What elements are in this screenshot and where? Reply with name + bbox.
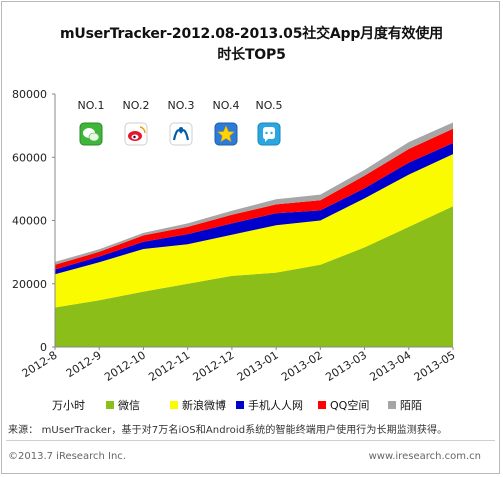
area-series-4 <box>55 122 453 265</box>
legend-swatch <box>388 401 396 409</box>
y-tick-label: 0 <box>40 341 47 354</box>
legend: 万小时 微信 新浪微博 手机人人网 QQ空间 陌陌 <box>52 396 492 412</box>
y-unit-label: 万小时 <box>52 399 85 412</box>
rank-label: NO.1 <box>78 99 105 112</box>
x-tick-label: 2012-9 <box>64 349 104 381</box>
y-tick-label: 80000 <box>12 88 47 101</box>
area-series-1 <box>55 154 453 308</box>
wechat-icon <box>79 122 103 146</box>
area-series-0 <box>55 206 453 347</box>
x-tick-label: 2013-05 <box>412 349 458 384</box>
y-tick-label: 60000 <box>12 151 47 164</box>
legend-label: 陌陌 <box>400 399 422 412</box>
x-tick-label: 2013-03 <box>323 349 369 384</box>
renren-icon <box>169 122 193 146</box>
legend-label: QQ空间 <box>330 399 370 412</box>
copyright-text: ©2013.7 iResearch Inc. <box>8 451 126 462</box>
source-note: 来源： mUserTracker，基于对7万名iOS和Android系统的智能终… <box>8 425 448 436</box>
rank-label: NO.2 <box>123 99 150 112</box>
rank-label: NO.5 <box>256 99 283 112</box>
x-tick-label: 2013-02 <box>279 349 325 384</box>
rank-annotations: NO.1 NO.2 NO.3 NO.4 NO.5 <box>78 99 283 146</box>
y-tick-label: 40000 <box>12 215 47 228</box>
y-tick-label: 20000 <box>12 278 47 291</box>
rank-label: NO.4 <box>213 99 240 112</box>
x-tick-label: 2012-12 <box>191 349 237 384</box>
area-series-2 <box>55 143 453 275</box>
chart-title-line1: mUserTracker-2012.08-2013.05社交App月度有效使用 <box>60 26 443 42</box>
legend-label: 新浪微博 <box>182 399 226 412</box>
legend-swatch <box>106 401 114 409</box>
legend-item-wechat: 微信 <box>106 397 140 413</box>
legend-label: 手机人人网 <box>248 399 303 412</box>
x-tick-label: 2012-11 <box>146 349 192 384</box>
legend-label: 微信 <box>118 399 140 412</box>
x-tick-label: 2012-10 <box>102 349 148 384</box>
area-series-3 <box>55 128 453 270</box>
momo-icon <box>257 122 281 146</box>
website-link[interactable]: www.iresearch.com.cn <box>368 451 481 462</box>
footer-divider <box>6 440 495 441</box>
legend-item-weibo: 新浪微博 <box>170 397 226 413</box>
weibo-icon <box>124 122 148 146</box>
x-tick-label: 2013-01 <box>235 349 281 384</box>
chart-title-line2: 时长TOP5 <box>217 47 286 63</box>
legend-item-renren: 手机人人网 <box>236 397 303 413</box>
x-tick-label: 2013-04 <box>367 349 413 384</box>
legend-item-momo: 陌陌 <box>388 397 422 413</box>
qzone-icon <box>214 122 238 146</box>
legend-swatch <box>170 401 178 409</box>
legend-swatch <box>236 401 244 409</box>
rank-label: NO.3 <box>168 99 195 112</box>
area-layers <box>55 122 453 347</box>
legend-item-qzone: QQ空间 <box>318 397 369 413</box>
legend-swatch <box>318 401 326 409</box>
